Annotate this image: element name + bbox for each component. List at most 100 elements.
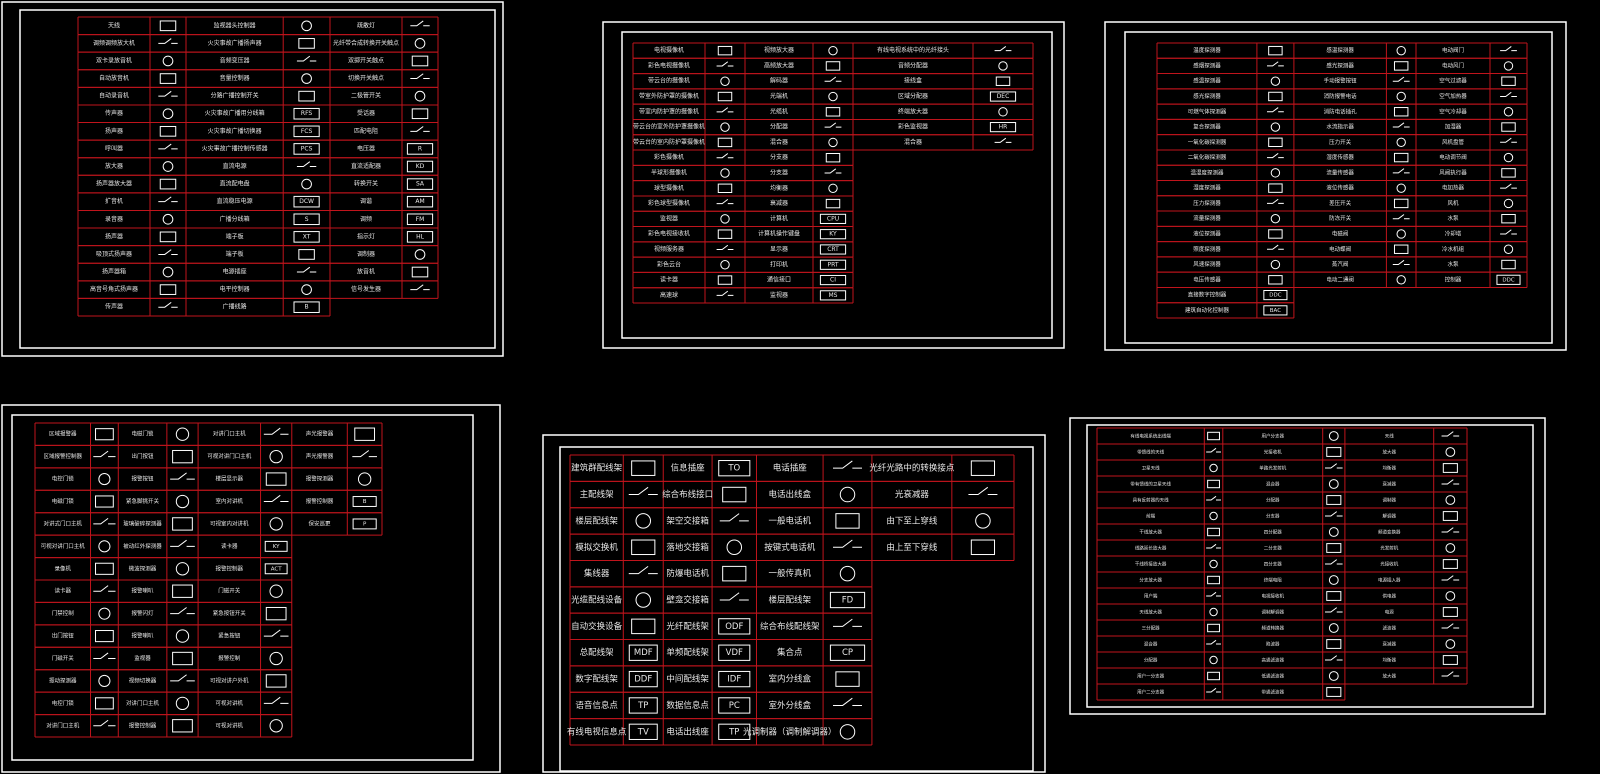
cell-label: 均衡器: [1383, 657, 1397, 664]
cell-label: 感温探测器: [1193, 77, 1221, 85]
symbol-code: ACT: [271, 566, 283, 572]
symbol-box: [718, 644, 751, 661]
cell-label: 均衡器: [770, 184, 788, 192]
cell-label: 带室外防护罩的摄像机: [639, 92, 699, 100]
symbol-box: [718, 697, 751, 714]
cell-label: 微波探测器: [129, 564, 157, 572]
cell-label: 衰减器: [770, 199, 788, 207]
cell-label: 自动放音机: [99, 74, 129, 82]
symbol: [716, 107, 734, 113]
symbol: [162, 108, 174, 120]
symbol: [970, 539, 996, 556]
cell-label: 落地交接箱: [666, 542, 709, 553]
symbol: [1441, 431, 1460, 437]
symbol-code: XT: [303, 233, 311, 240]
symbol: [175, 629, 190, 643]
symbol-code: KY: [273, 544, 280, 550]
cell-label: 二分支器: [1264, 545, 1282, 552]
symbol: [631, 460, 656, 476]
symbol: [1207, 575, 1220, 585]
cell-label: 风阀执行器: [1439, 168, 1467, 176]
symbol: [825, 107, 841, 117]
cell-label: 火灾事故广播用分线箱: [205, 109, 265, 117]
symbol-code: HR: [999, 124, 1008, 131]
symbol-box: [819, 213, 847, 224]
cell-label: 空气冷却器: [1439, 107, 1467, 115]
symbol: [716, 198, 734, 205]
symbol-code: CP: [842, 648, 853, 658]
cell-label: 信号发生器: [351, 285, 381, 293]
symbol: [1393, 198, 1409, 209]
cell-label: 光纤光路中的转换接点: [869, 463, 955, 474]
symbol-box: [1496, 274, 1521, 285]
cell-label: 用户二分支器: [1137, 689, 1164, 696]
symbol-code: MDF: [634, 648, 653, 658]
symbol-code: FM: [416, 216, 425, 223]
cell-label: 风机: [1447, 199, 1459, 207]
inner-frame: [1086, 424, 1534, 708]
cell-label: 光接收机: [1264, 449, 1282, 456]
cell-label: 分支放大器: [1139, 577, 1162, 584]
symbol-box: [1263, 290, 1288, 301]
symbol: [1267, 61, 1284, 67]
symbol: [95, 495, 114, 508]
cell-label: 视频服务器: [654, 245, 684, 253]
cell-label: 报警喇叭: [132, 632, 155, 640]
symbol: [1325, 463, 1343, 469]
cell-label: 被动红外探测器: [123, 542, 162, 550]
cell-label: 光缆机: [770, 107, 788, 115]
cell-label: 彩色摄像机: [654, 153, 684, 161]
cell-label: 扩音机: [105, 197, 123, 205]
symbol: [833, 539, 862, 548]
cell-label: 二氧化碳探测器: [1188, 153, 1227, 161]
symbol-code: B: [305, 304, 309, 311]
cell-label: 声光报警器: [306, 452, 334, 460]
symbol: [1207, 431, 1220, 441]
symbol: [1396, 229, 1406, 239]
cell-label: 端子板: [226, 232, 244, 240]
outer-frame: [1, 404, 501, 773]
symbol-code: PCS: [301, 145, 313, 152]
cell-label: 放大器: [1383, 449, 1397, 456]
cell-label: 楼层配线架: [575, 515, 618, 526]
cell-label: 干线放大器: [1139, 529, 1162, 536]
symbol: [1445, 495, 1456, 505]
cell-label: 扬声器放大器: [96, 180, 132, 188]
symbol-box: [293, 301, 320, 313]
cell-label: 陷波器: [1266, 641, 1280, 648]
cell-label: 蒸汽阀: [1332, 260, 1349, 268]
symbol: [1500, 91, 1517, 97]
symbol: [296, 266, 317, 273]
symbol-code: IDF: [727, 675, 741, 685]
cell-label: 楼层配线架: [769, 595, 812, 606]
cell-label: 一般电话机: [769, 515, 812, 526]
symbol: [1209, 655, 1218, 665]
cell-label: 放大器: [1383, 673, 1397, 680]
cell-label: 呼叫器: [105, 144, 123, 152]
cell-label: 数字配线架: [575, 674, 618, 685]
symbol-code: DEC: [997, 93, 1010, 100]
cell-label: 受话器: [357, 109, 375, 117]
cell-label: 广播线路: [223, 303, 247, 311]
cell-label: 高频放大器: [764, 61, 794, 69]
symbol: [726, 539, 743, 556]
cell-label: 可视对讲门口主机: [207, 452, 252, 460]
symbol: [1500, 183, 1517, 189]
inner-frame: [621, 31, 1053, 339]
symbol: [1206, 591, 1221, 597]
cell-label: 消防电话插孔: [1324, 107, 1358, 115]
cell-label: 湿度探测器: [1193, 184, 1221, 192]
sheet: 区域报警器 电磁门锁 对讲门口主机 声光报警器区域报警控制器 出门按钮 可视对讲门口主机声…: [1, 404, 501, 773]
symbol: [352, 450, 377, 458]
symbol-box: [829, 591, 866, 609]
cell-label: 玻璃破碎探测器: [123, 519, 162, 527]
cell-label: 光发射机: [1380, 545, 1398, 552]
cell-label: 电压传感器: [1193, 275, 1221, 283]
cell-label: 电源: [1385, 609, 1394, 616]
symbol: [717, 183, 733, 194]
symbol-box: [819, 229, 847, 240]
cell-label: 对讲门口主机: [126, 699, 160, 707]
cell-label: 室内对讲机: [216, 497, 244, 505]
cell-label: 扬声器箱: [102, 268, 126, 276]
cell-label: 总配线架: [580, 647, 615, 658]
